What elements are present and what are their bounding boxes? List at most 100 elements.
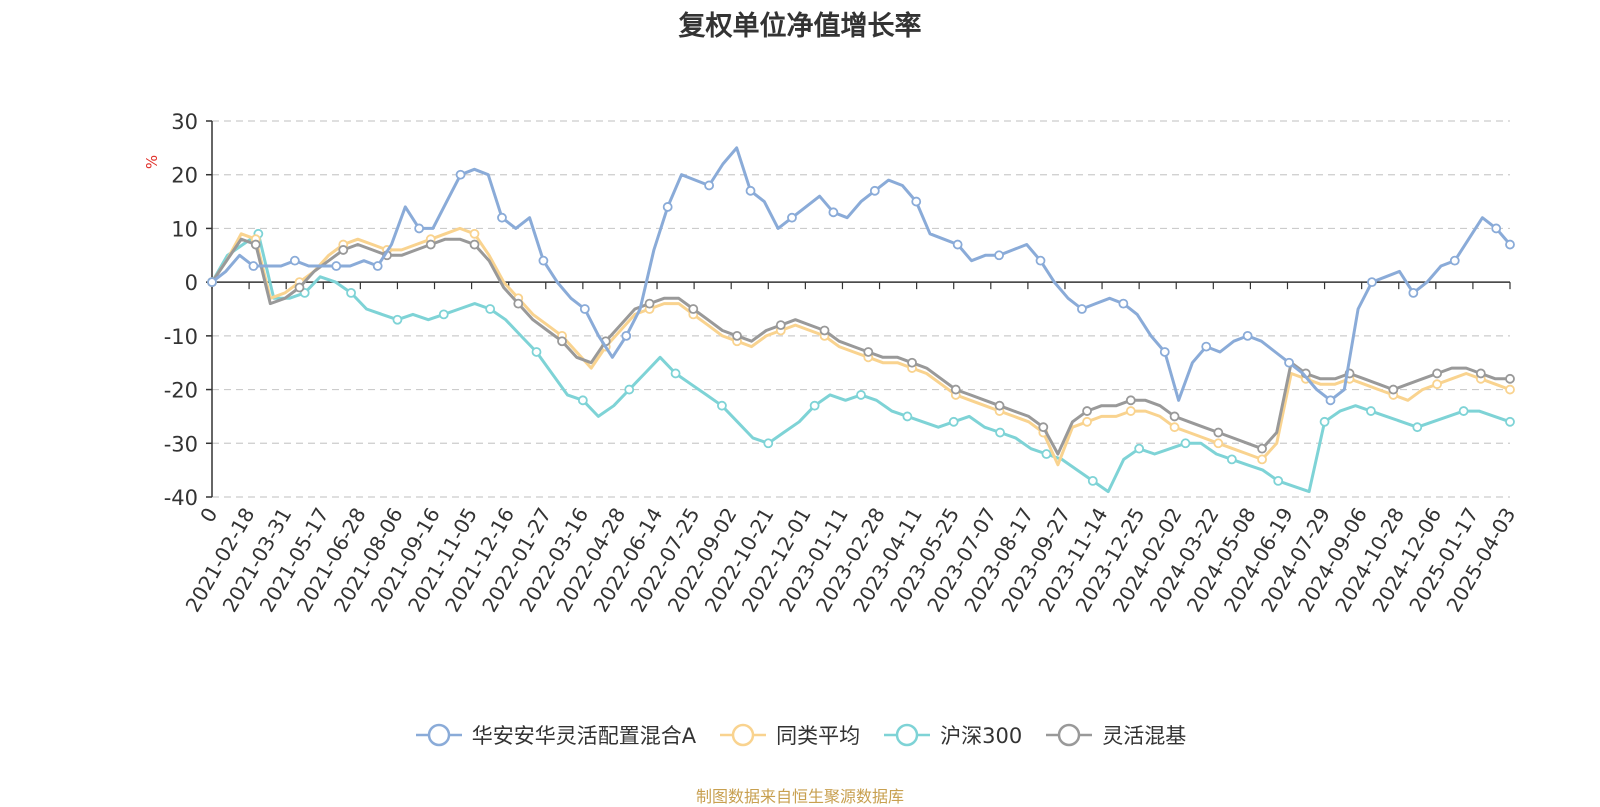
series-point: [1284, 357, 1294, 368]
series-point: [577, 395, 588, 406]
series-point: [1319, 416, 1330, 427]
series-point: [950, 384, 961, 395]
series-point: [294, 282, 305, 293]
series-point: [856, 390, 866, 400]
series-point: [624, 384, 635, 395]
series-point: [497, 212, 507, 223]
series-point: [1505, 373, 1515, 384]
series-point: [1257, 443, 1267, 454]
y-tick-label: -20: [164, 379, 198, 403]
series-point: [1082, 406, 1092, 416]
series-point: [485, 304, 496, 314]
series-point: [455, 169, 466, 180]
series-point: [1159, 347, 1170, 357]
y-axis-unit-label: %: [143, 155, 161, 169]
series-point: [557, 336, 567, 347]
series-point: [1082, 416, 1092, 427]
series-point: [1366, 406, 1376, 416]
series-point: [1213, 438, 1224, 449]
series-point: [995, 427, 1005, 438]
series-line: [210, 237, 1510, 456]
series-point: [1505, 384, 1515, 395]
series-line: [210, 226, 1511, 467]
series-point: [1432, 368, 1442, 379]
series-point: [809, 400, 820, 411]
series-point: [1169, 422, 1180, 433]
series-point: [338, 245, 349, 255]
series-point: [1118, 298, 1129, 309]
series-point: [787, 212, 797, 223]
series-point: [1201, 341, 1212, 352]
series-point: [1035, 255, 1046, 266]
series-line: [210, 232, 1511, 494]
series-point: [1242, 330, 1253, 341]
series-point: [1475, 368, 1486, 379]
series-point: [1432, 379, 1442, 390]
y-tick-label: -40: [164, 486, 198, 510]
series-point: [775, 320, 786, 331]
x-tick-label: 0: [195, 504, 222, 527]
legend-item[interactable]: 灵活混基: [1044, 720, 1186, 750]
series-point: [621, 330, 632, 341]
y-tick-label: 10: [171, 217, 198, 241]
series-point: [372, 261, 383, 271]
series-point: [662, 202, 673, 212]
series-point: [670, 368, 681, 379]
series-point: [1041, 449, 1052, 459]
series-point: [948, 416, 959, 427]
series-point: [1505, 416, 1515, 427]
series-point: [994, 400, 1005, 411]
legend-line-circle-icon: [1046, 723, 1093, 747]
y-tick-label: 0: [185, 271, 198, 295]
series-point: [1458, 406, 1469, 416]
y-tick-label: -10: [164, 325, 198, 349]
series-point: [469, 228, 480, 239]
series-point: [902, 411, 913, 422]
series-point: [1226, 454, 1237, 465]
series-point: [1505, 239, 1515, 250]
legend-line-circle-icon: [415, 723, 462, 747]
series-point: [1180, 438, 1191, 449]
legend-item[interactable]: 同类平均: [718, 720, 860, 750]
series-point: [952, 239, 963, 250]
series-point: [1077, 304, 1087, 314]
series-point: [469, 239, 480, 250]
series-point: [1449, 255, 1460, 266]
legend-item[interactable]: 华安安华灵活配置混合A: [414, 720, 696, 750]
series-point: [250, 239, 261, 250]
legend-label: 灵活混基: [1102, 724, 1187, 748]
series-point: [1367, 277, 1377, 288]
data-source-note: 制图数据来自恒生聚源数据库: [695, 787, 904, 806]
series-point: [994, 250, 1004, 261]
series-point: [1125, 406, 1136, 416]
series-point: [1257, 454, 1267, 465]
series-point: [531, 347, 542, 357]
series-point: [1213, 427, 1224, 438]
y-tick-label: 30: [171, 110, 198, 134]
legend-label: 沪深300: [940, 724, 1023, 748]
series-point: [732, 330, 742, 341]
series-point: [1412, 422, 1423, 433]
series-point: [819, 325, 830, 336]
series-point: [346, 287, 356, 298]
series-point: [1038, 422, 1049, 433]
y-tick-label: 20: [171, 164, 198, 188]
series-point: [745, 185, 756, 196]
legend-label: 同类平均: [776, 724, 861, 748]
series-point: [1408, 287, 1419, 298]
series-point: [1491, 223, 1502, 234]
series-point: [828, 207, 839, 218]
series-point: [1325, 395, 1336, 406]
legend-label: 华安安华灵活配置混合A: [471, 724, 697, 748]
series-point: [414, 223, 425, 234]
series-point: [1169, 411, 1180, 422]
series-point: [289, 255, 300, 266]
y-tick-label: -30: [164, 432, 198, 456]
series-point: [207, 277, 217, 288]
series-point: [907, 357, 917, 368]
series-point: [1087, 475, 1098, 486]
series-point: [579, 304, 590, 314]
series-point: [248, 261, 259, 271]
legend-item[interactable]: 沪深300: [882, 720, 1022, 750]
